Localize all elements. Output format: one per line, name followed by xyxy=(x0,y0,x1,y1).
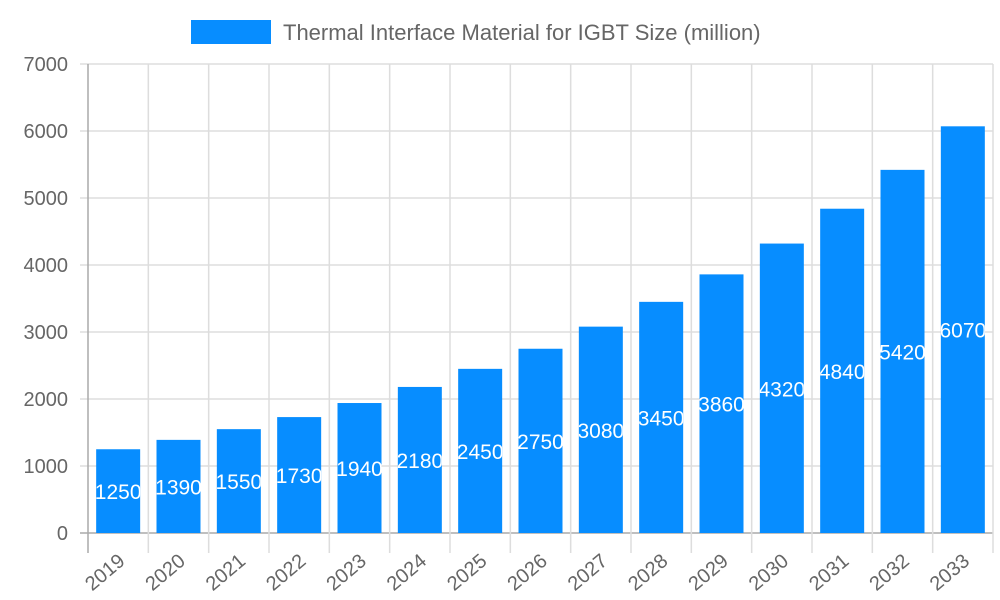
bar-2027[interactable] xyxy=(578,326,623,533)
bar-2030[interactable] xyxy=(759,243,804,533)
bar-2024[interactable] xyxy=(397,386,442,533)
grid xyxy=(80,63,994,553)
x-tick-label: 2022 xyxy=(262,550,310,595)
x-tick-label: 2029 xyxy=(684,550,732,595)
bar-2031[interactable] xyxy=(820,208,865,533)
x-tick-label: 2028 xyxy=(624,550,672,595)
y-tick-label: 7000 xyxy=(24,54,69,76)
data-label: 1940 xyxy=(336,458,383,481)
legend-label: Thermal Interface Material for IGBT Size… xyxy=(283,20,761,45)
data-label: 2180 xyxy=(396,450,443,473)
bar-2021[interactable] xyxy=(216,429,261,533)
data-label: 1730 xyxy=(276,465,323,488)
data-label: 1250 xyxy=(95,481,142,504)
x-tick-label: 2020 xyxy=(141,550,189,595)
bars: 1250 1390 1550 1730 1940 2180 2450 2750 3080 3450… xyxy=(95,126,986,534)
bar-2020[interactable] xyxy=(156,439,201,533)
bar-2025[interactable] xyxy=(458,368,503,533)
y-tick-label: 3000 xyxy=(24,322,69,344)
x-tick-label: 2027 xyxy=(564,550,612,595)
bar-2022[interactable] xyxy=(277,417,322,533)
y-tick-label: 2000 xyxy=(24,389,69,411)
x-tick-label: 2025 xyxy=(443,550,491,595)
y-tick-label: 1000 xyxy=(24,456,69,478)
data-label: 2450 xyxy=(457,441,504,464)
x-tick-label: 2032 xyxy=(865,550,913,595)
bar-2023[interactable] xyxy=(337,403,382,533)
x-tick-label: 2021 xyxy=(202,550,250,595)
data-label: 3080 xyxy=(577,420,624,443)
x-tick-label: 2033 xyxy=(926,550,974,595)
data-label: 4840 xyxy=(819,361,866,384)
bar-2033[interactable] xyxy=(940,126,985,533)
y-tick-label: 4000 xyxy=(24,255,69,277)
data-label: 6070 xyxy=(939,320,986,343)
data-label: 3860 xyxy=(698,394,745,417)
bar-2026[interactable] xyxy=(518,348,563,533)
bar-2029[interactable] xyxy=(699,274,744,533)
bar-2032[interactable] xyxy=(880,169,925,534)
x-tick-label: 2031 xyxy=(805,550,853,595)
bar-2019[interactable] xyxy=(96,449,141,533)
x-tick-label: 2026 xyxy=(503,550,551,595)
y-tick-label: 0 xyxy=(57,523,68,545)
x-tick-label: 2019 xyxy=(81,550,129,595)
x-tick-label: 2030 xyxy=(745,550,793,595)
data-label: 2750 xyxy=(517,431,564,454)
data-label: 1550 xyxy=(215,471,262,494)
x-tick-label: 2024 xyxy=(383,550,431,595)
legend-swatch xyxy=(191,20,271,44)
legend[interactable]: Thermal Interface Material for IGBT Size… xyxy=(191,20,761,45)
data-label: 1390 xyxy=(155,476,202,499)
data-label: 5420 xyxy=(879,341,926,364)
x-tick-label: 2023 xyxy=(322,550,370,595)
data-label: 4320 xyxy=(758,378,805,401)
y-tick-label: 5000 xyxy=(24,188,69,210)
y-tick-label: 6000 xyxy=(24,121,69,143)
data-label: 3450 xyxy=(638,407,685,430)
bar-2028[interactable] xyxy=(639,301,684,533)
